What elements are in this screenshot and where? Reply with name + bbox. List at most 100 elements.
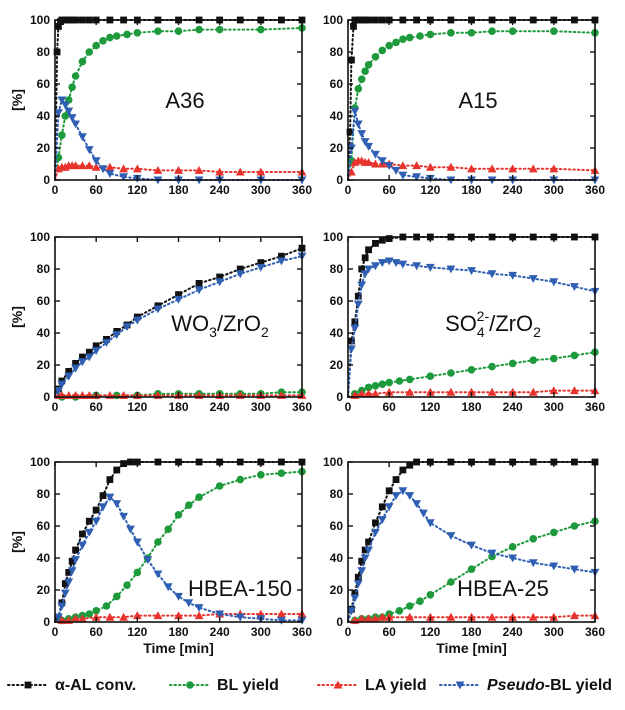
data-point [350, 23, 357, 30]
data-point [194, 604, 204, 612]
data-point [353, 120, 363, 129]
x-tick-label: 0 [52, 400, 59, 414]
data-point [184, 599, 194, 608]
data-point [529, 535, 538, 543]
data-point [354, 292, 362, 300]
data-point [102, 339, 111, 347]
y-tick-label: 60 [37, 77, 51, 91]
data-point [112, 592, 121, 601]
data-point [133, 29, 142, 37]
data-point [195, 280, 203, 287]
data-point [194, 286, 204, 295]
data-point [71, 614, 80, 623]
data-point [78, 614, 87, 623]
y-tick-label: 0 [43, 390, 50, 404]
data-point [99, 37, 107, 45]
data-point [184, 501, 193, 510]
data-point [132, 164, 142, 173]
data-point [278, 252, 285, 260]
data-point [361, 67, 369, 75]
data-point [58, 131, 66, 139]
data-point [153, 305, 163, 314]
data-point [364, 389, 373, 398]
data-point [99, 492, 107, 499]
data-point [550, 27, 558, 35]
data-point [78, 161, 87, 170]
data-point [528, 275, 538, 283]
data-point [378, 236, 386, 244]
legend-item-la-yield: LA yield [317, 677, 427, 694]
x-tick-label: 240 [210, 183, 230, 197]
data-point [412, 500, 422, 508]
data-point [78, 57, 87, 66]
data-point [399, 35, 407, 43]
data-point [216, 273, 224, 281]
data-point [391, 259, 401, 267]
x-tick-label: 180 [168, 183, 188, 197]
data-point [549, 562, 559, 571]
data-point [467, 29, 476, 37]
data-point [508, 554, 518, 563]
series-pseudo-bl-yield [347, 257, 600, 398]
series-la-yield [347, 386, 600, 399]
data-point [395, 607, 404, 615]
x-tick-label: 60 [89, 183, 103, 197]
data-point [357, 567, 367, 576]
y-tick-label: 60 [330, 294, 344, 308]
data-point [357, 389, 367, 398]
data-point [364, 265, 373, 274]
y-tick-label: 80 [37, 262, 51, 276]
x-tick-label: 60 [382, 625, 396, 639]
x-tick-label: 360 [585, 183, 605, 197]
data-point [364, 614, 373, 623]
data-point [447, 578, 455, 586]
data-point [112, 331, 122, 339]
x-tick-label: 360 [585, 400, 605, 414]
data-point [467, 366, 476, 374]
data-point [467, 267, 476, 275]
x-tick-label: 240 [503, 400, 523, 414]
chart-panel-1: 0 60 120 180 240 300 360 0 20 40 60 80 100 [%] A36 [9, 13, 312, 197]
data-point [347, 345, 356, 354]
data-point [174, 166, 183, 174]
data-point [54, 613, 63, 622]
data-point [277, 257, 286, 266]
data-point [353, 300, 363, 309]
data-point [372, 240, 379, 247]
y-tick-label: 20 [37, 141, 51, 155]
data-point [467, 541, 476, 550]
data-point [550, 528, 558, 537]
data-point [174, 295, 183, 304]
data-point [358, 265, 366, 273]
data-point [570, 565, 579, 574]
data-point [235, 270, 245, 279]
data-point [91, 162, 101, 171]
legend-marker [455, 681, 465, 690]
y-tick-label: 80 [37, 45, 51, 59]
data-point [529, 356, 538, 365]
data-point [570, 522, 579, 530]
series-la-yield [347, 156, 600, 181]
data-point [72, 546, 79, 554]
data-point [371, 382, 380, 390]
data-point [354, 573, 362, 581]
data-point [398, 260, 408, 269]
data-point [54, 109, 63, 118]
data-point [570, 386, 579, 395]
series-pseudo-bl-yield [54, 493, 307, 625]
data-point [143, 556, 153, 564]
data-point [446, 532, 456, 540]
data-point [257, 25, 265, 34]
data-point [550, 354, 558, 363]
data-point [78, 541, 87, 550]
y-tick-label: 0 [336, 390, 343, 404]
data-point [71, 364, 80, 373]
data-point [570, 351, 579, 360]
data-point [371, 159, 380, 168]
data-point [549, 164, 559, 173]
data-point [508, 271, 518, 280]
data-point [154, 27, 162, 35]
legend-item-al-conv: α-AL conv. [7, 677, 136, 694]
data-point [371, 614, 380, 623]
data-point [360, 270, 370, 279]
